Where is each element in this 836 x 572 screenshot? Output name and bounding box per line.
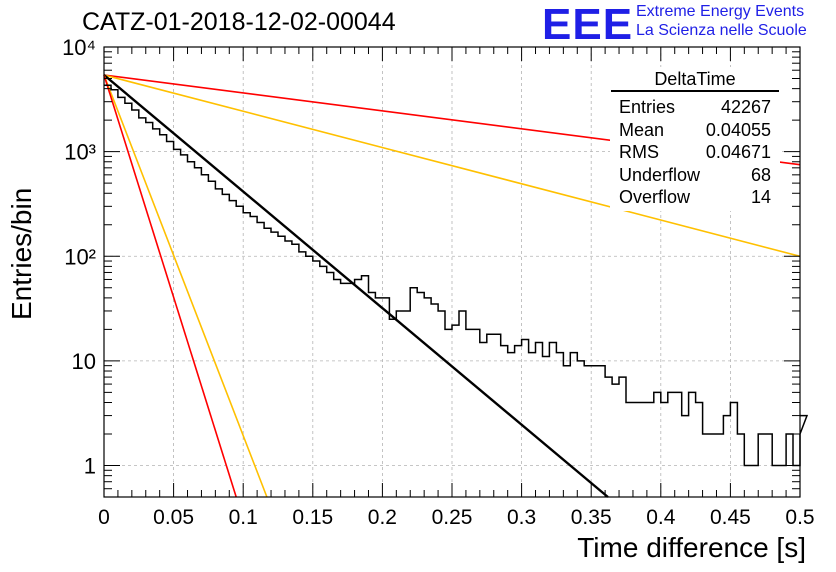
grid xyxy=(104,47,800,497)
x-tick-label: 0.45 xyxy=(710,506,751,529)
stats-value: 68 xyxy=(750,164,771,185)
y-axis-label: Entries/bin xyxy=(6,187,37,320)
stats-row-overflow: Overflow 14 xyxy=(611,186,779,209)
y-tick-label: 10⁴ xyxy=(62,35,96,60)
x-tick-label: 0.35 xyxy=(571,506,612,529)
histogram-layer xyxy=(104,84,809,467)
stats-value: 0.04671 xyxy=(705,142,771,162)
series-line-4 xyxy=(103,74,237,498)
x-tick-label: 0 xyxy=(98,506,110,529)
x-tick-label: 0.25 xyxy=(432,506,473,529)
x-tick-label: 0.2 xyxy=(368,506,397,529)
logo-line-2: La Scienza nelle Scuole xyxy=(636,22,807,39)
y-tick-label: 1 xyxy=(84,454,96,479)
stats-row-underflow: Underflow 68 xyxy=(611,164,779,187)
y-tick-label: 10³ xyxy=(64,140,96,165)
stats-value: 0.04055 xyxy=(705,119,771,140)
stats-value: 14 xyxy=(750,187,771,207)
stats-label: Mean xyxy=(619,119,665,140)
x-tick-label: 0.1 xyxy=(229,506,258,529)
stats-row-rms: RMS 0.04671 xyxy=(611,141,779,164)
histogram xyxy=(104,84,809,467)
stats-label: Entries xyxy=(619,97,676,117)
stats-value: 42267 xyxy=(720,97,771,117)
stats-row-mean: Mean 0.04055 xyxy=(611,119,779,142)
x-tick-label: 0.4 xyxy=(646,506,676,529)
x-tick-label: 0.15 xyxy=(292,506,333,529)
stats-label: RMS xyxy=(619,142,659,162)
series-line-1 xyxy=(103,74,801,258)
stats-box: DeltaTime Entries 42267 Mean 0.04055 RMS 0.… xyxy=(610,67,780,211)
stats-row-entries: Entries 42267 xyxy=(611,96,779,119)
stats-title: DeltaTime xyxy=(611,68,779,92)
tick-marks xyxy=(103,46,800,498)
chart-title: CATZ-01-2018-12-02-00044 xyxy=(82,8,396,36)
stats-label: Underflow xyxy=(619,164,701,185)
y-tick-label: 10 xyxy=(72,349,96,374)
tick-labels: 0 0.05 0.1 0.15 0.2 0.25 0.3 0.35 0.4 0.45 0.5 1 10 1… xyxy=(62,35,815,529)
series-line-3 xyxy=(103,74,268,498)
x-tick-label: 0.5 xyxy=(785,506,814,529)
y-tick-label: 10² xyxy=(64,244,96,269)
eee-logo: EEE xyxy=(542,0,634,49)
x-tick-label: 0.05 xyxy=(153,506,194,529)
x-tick-label: 0.3 xyxy=(507,506,536,529)
x-axis-label: Time difference [s] xyxy=(577,532,806,563)
logo-line-1: Extreme Energy Events xyxy=(636,3,805,20)
stats-label: Overflow xyxy=(619,187,691,207)
series-line-2 xyxy=(103,74,609,498)
